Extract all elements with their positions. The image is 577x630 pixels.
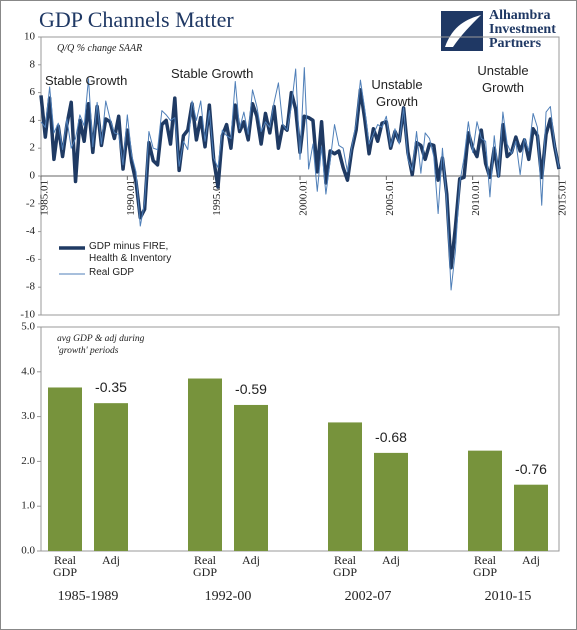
annotation: Stable Growth	[171, 66, 254, 81]
title: GDP Channels Matter	[39, 7, 234, 32]
y-tick-label: -4	[26, 225, 36, 237]
y-tick-label: 3.0	[21, 410, 35, 422]
x-tick-label: Real GDP	[472, 553, 497, 579]
bar	[188, 378, 222, 551]
x-tick-label: Adj	[102, 553, 120, 567]
y-tick-label: 5.0	[21, 321, 35, 333]
y-tick-label: 4	[30, 114, 36, 126]
y-tick-label: 8	[30, 58, 36, 70]
logo-text: Alhambra Investment Partners	[489, 8, 556, 51]
annotation: Unstable Growth	[477, 63, 529, 95]
x-tick-label: 2000.01	[298, 180, 310, 216]
annotation: Stable Growth	[45, 73, 128, 88]
y-tick-label: -2	[26, 197, 35, 209]
x-tick-label: Adj	[522, 553, 540, 567]
logo-icon	[441, 11, 483, 51]
group-label: 2010-15	[484, 589, 532, 604]
x-tick-label: 2010.01	[470, 180, 482, 216]
annotation: 'growth' periods	[57, 346, 119, 356]
x-tick-label: 2005.01	[384, 180, 396, 216]
x-tick-label: 2015.01	[557, 180, 569, 216]
y-tick-label: 2	[30, 142, 36, 154]
series-line	[40, 67, 560, 291]
y-tick-label: 4.0	[21, 365, 35, 377]
bar	[468, 450, 502, 551]
difference-label: -0.35	[95, 379, 127, 396]
group-label: 1985-1989	[57, 589, 119, 604]
bar	[94, 403, 128, 551]
y-tick-label: 0.0	[21, 545, 35, 557]
difference-label: -0.76	[515, 460, 547, 477]
legend-label: GDP minus FIRE, Health & Inventory	[89, 241, 172, 264]
y-tick-label: 10	[24, 31, 36, 43]
y-tick-label: -6	[26, 253, 36, 265]
difference-label: -0.68	[375, 428, 407, 445]
x-tick-label: Real GDP	[52, 553, 77, 579]
y-tick-label: 2.0	[21, 455, 35, 467]
difference-label: -0.59	[235, 380, 267, 397]
bar	[234, 404, 268, 551]
y-tick-label: 6	[30, 86, 36, 98]
group-label: 1992-00	[204, 589, 252, 604]
annotation: avg GDP & adj during	[57, 334, 145, 344]
x-tick-label: Adj	[242, 553, 260, 567]
x-tick-label: Real GDP	[332, 553, 357, 579]
annotation: Q/Q % change SAAR	[57, 43, 143, 54]
bar	[48, 387, 82, 551]
group-label: 2002-07	[344, 589, 392, 604]
legend-label: Real GDP	[89, 267, 135, 278]
logo-swoosh	[445, 15, 481, 47]
x-tick-label: 1995.01	[211, 180, 223, 216]
plot-frame	[40, 326, 560, 552]
x-tick-label: Real GDP	[192, 553, 217, 579]
x-tick-label: 1990.01	[125, 180, 137, 216]
y-tick-label: 0	[30, 170, 36, 182]
x-tick-label: 1985.01	[39, 180, 51, 216]
annotation: Unstable Growth	[371, 77, 423, 109]
y-tick-label: -10	[20, 309, 35, 321]
bar	[514, 484, 548, 551]
y-tick-label: 1.0	[21, 500, 35, 512]
x-tick-label: Adj	[382, 553, 400, 567]
bar	[374, 452, 408, 551]
y-tick-label: -8	[26, 281, 36, 293]
bar	[328, 422, 362, 551]
